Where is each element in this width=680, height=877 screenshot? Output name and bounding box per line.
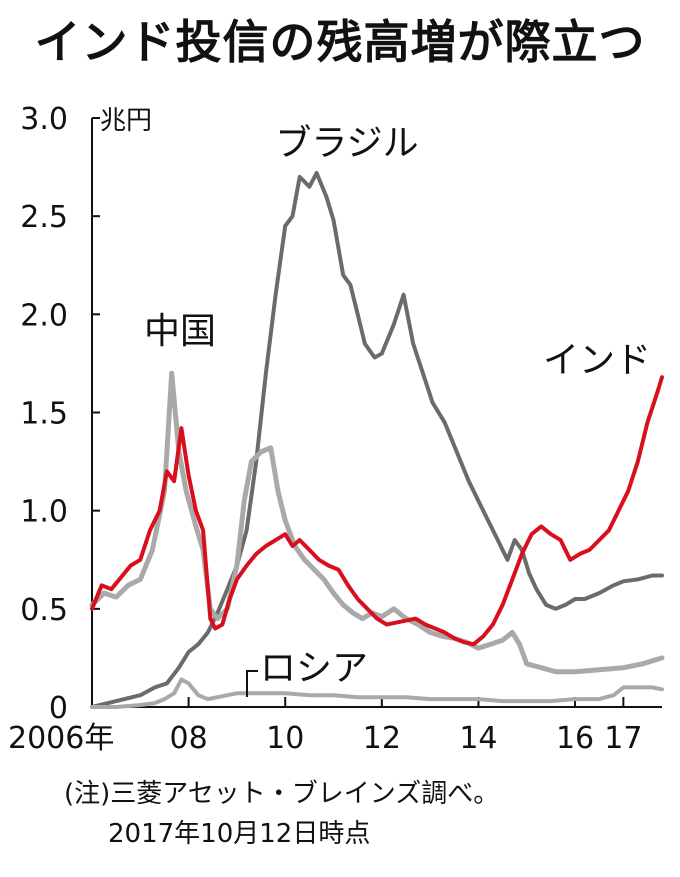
date-note: 2017年10月12日時点 bbox=[108, 819, 371, 849]
x-tick-label: 14 bbox=[459, 721, 497, 756]
x-tick-label: 12 bbox=[363, 721, 401, 756]
x-tick-label: 17 bbox=[604, 721, 642, 756]
y-tick-label: 3.0 bbox=[20, 102, 68, 137]
series-label-brazil: ブラジル bbox=[275, 123, 418, 164]
y-tick-label: 2.5 bbox=[20, 200, 68, 235]
series-label-russia: ロシア bbox=[260, 648, 368, 689]
x-tick-label: 10 bbox=[266, 721, 304, 756]
series-line-russia bbox=[90, 677, 664, 709]
russia-leader-line bbox=[246, 670, 258, 697]
y-tick-label: 2.0 bbox=[20, 298, 68, 333]
chart-title: インド投信の残高増が際立つ bbox=[34, 15, 646, 69]
series-line-india bbox=[90, 375, 664, 647]
y-unit-label: 兆円 bbox=[100, 106, 152, 136]
series-label-china: 中国 bbox=[144, 311, 216, 352]
x-tick-label: 08 bbox=[170, 721, 208, 756]
y-tick-label: 1.0 bbox=[20, 495, 68, 530]
source-note: (注)三菱アセット・ブレインズ調べ。 bbox=[64, 779, 500, 809]
y-tick-label: 0 bbox=[49, 691, 68, 726]
x-tick-label: 16 bbox=[556, 721, 594, 756]
series-label-india: インド bbox=[543, 340, 651, 381]
series-line-china bbox=[89, 370, 665, 675]
y-tick-label: 1.5 bbox=[20, 397, 68, 432]
series-line-brazil bbox=[90, 171, 664, 709]
x-tick-label: 2006年 bbox=[8, 721, 114, 756]
y-tick-label: 0.5 bbox=[20, 593, 68, 628]
